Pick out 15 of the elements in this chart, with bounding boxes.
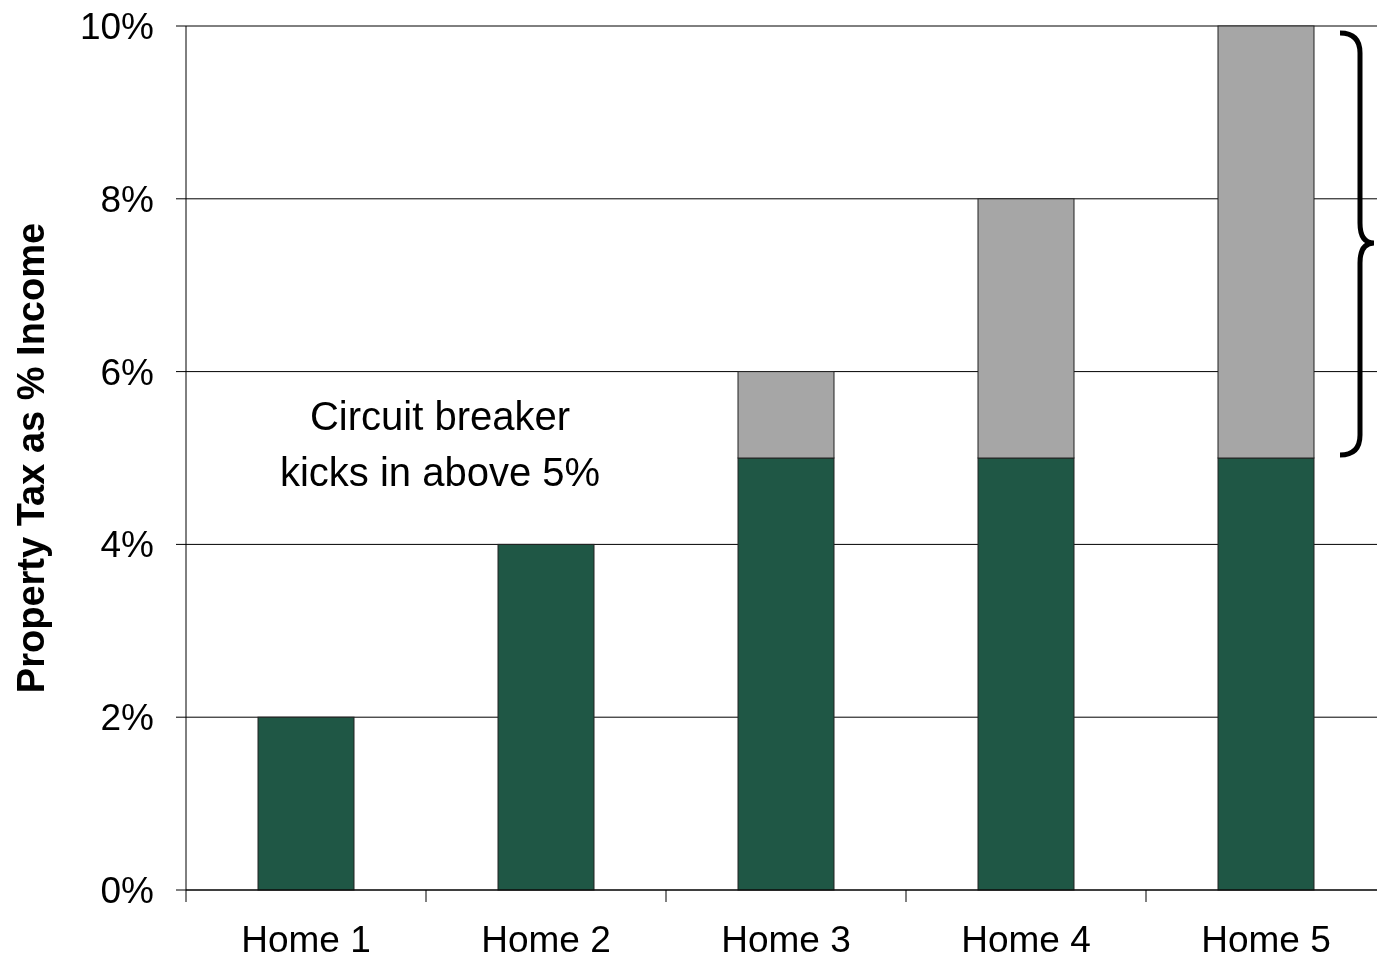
bar xyxy=(257,716,355,891)
bar xyxy=(497,543,595,891)
y-tick-label: 2% xyxy=(100,697,154,739)
y-tick-label: 6% xyxy=(100,351,154,393)
x-tick-label: Home 5 xyxy=(1201,919,1331,959)
annotation: Circuit breaker kicks in above 5% xyxy=(279,394,601,494)
x-tick-label: Home 2 xyxy=(481,919,611,959)
x-tick-label: Home 4 xyxy=(961,919,1091,959)
x-tick-label: Home 3 xyxy=(721,919,851,959)
x-tick-label: Home 1 xyxy=(241,919,371,959)
y-tick-label: 4% xyxy=(100,524,154,566)
y-tick-label: 0% xyxy=(100,869,154,911)
y-tick-label: 10% xyxy=(79,5,154,47)
y-tick-label: 8% xyxy=(100,178,154,220)
y-axis-title: Property Tax as % Income xyxy=(10,222,52,694)
